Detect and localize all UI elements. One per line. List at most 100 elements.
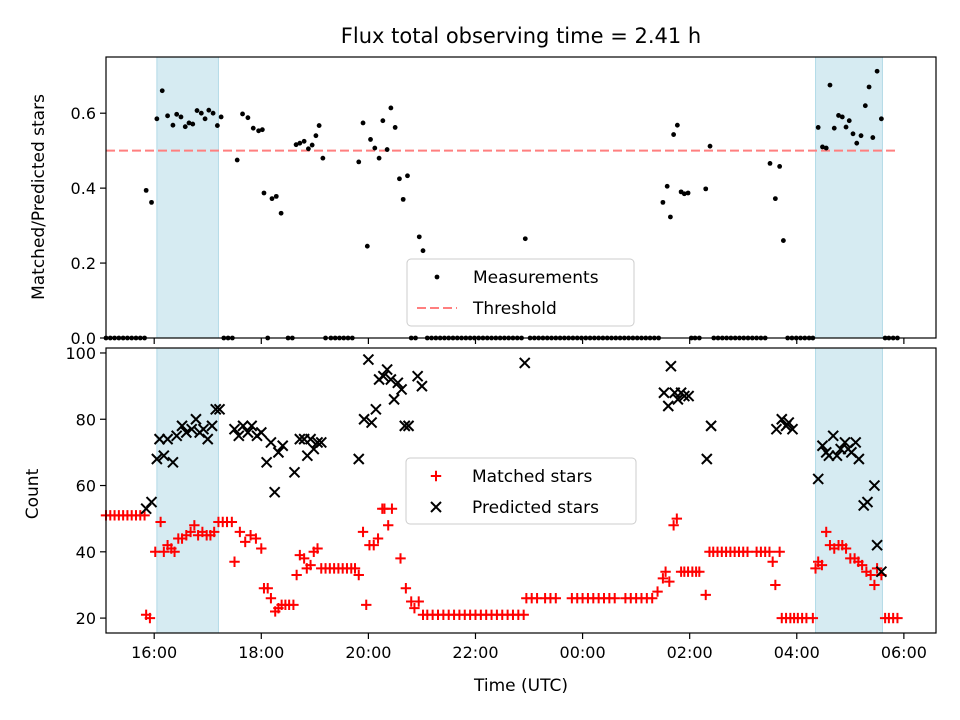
shaded-interval-1 bbox=[815, 56, 883, 339]
matched-star-point bbox=[189, 520, 200, 531]
predicted-star-point bbox=[839, 436, 851, 449]
matched-star-point bbox=[208, 526, 220, 538]
predicted-star-point bbox=[385, 373, 397, 386]
measurement-point bbox=[866, 84, 872, 90]
y-tick-label: 40 bbox=[76, 543, 96, 562]
legend-handle-0 bbox=[434, 274, 440, 280]
measurement-point bbox=[214, 123, 220, 128]
legend-label: Threshold bbox=[472, 299, 557, 319]
predicted-star-point bbox=[370, 403, 382, 416]
matched-star-point bbox=[409, 602, 420, 614]
measurement-point bbox=[660, 199, 666, 205]
measurement-point bbox=[316, 123, 322, 128]
matched-star-point bbox=[767, 556, 778, 567]
predicted-star-point bbox=[377, 370, 390, 382]
measurement-point bbox=[240, 111, 245, 117]
predicted-star-point bbox=[170, 430, 183, 442]
matched-star-point bbox=[240, 536, 251, 548]
measurement-point bbox=[159, 88, 165, 94]
x-axis-label: Time (UTC) bbox=[473, 676, 568, 696]
matched-star-point bbox=[770, 579, 781, 591]
predicted-star-point bbox=[682, 390, 695, 402]
predicted-star-point bbox=[311, 436, 324, 449]
measurement-point bbox=[843, 124, 849, 130]
predicted-star-point bbox=[185, 423, 198, 435]
y-tick-label: 0.2 bbox=[71, 254, 96, 273]
predicted-star-point bbox=[255, 426, 267, 439]
measurement-point bbox=[820, 144, 825, 150]
predicted-star-point bbox=[776, 413, 788, 425]
predicted-star-point bbox=[365, 416, 378, 429]
matched-star-point bbox=[660, 566, 671, 577]
legend-box bbox=[405, 457, 637, 525]
matched-star-point bbox=[169, 546, 180, 558]
x-tick-label: 04:00 bbox=[774, 643, 820, 662]
predicted-star-point bbox=[672, 393, 684, 406]
measurement-point bbox=[356, 159, 362, 165]
predicted-star-point bbox=[868, 479, 881, 492]
bottom-axes-frame bbox=[105, 347, 937, 634]
predicted-star-point bbox=[395, 383, 408, 396]
matched-star-point bbox=[226, 516, 238, 528]
predicted-star-point bbox=[701, 453, 713, 465]
predicted-star-point bbox=[678, 390, 691, 402]
matched-star-point bbox=[245, 530, 256, 541]
x-tick-label: 06:00 bbox=[881, 643, 927, 662]
predicted-star-point bbox=[228, 423, 241, 435]
x-tick-label: 00:00 bbox=[560, 643, 606, 662]
matched-star-point bbox=[158, 546, 170, 558]
measurement-point bbox=[234, 157, 240, 163]
matched-star-point bbox=[262, 583, 273, 594]
measurement-point bbox=[405, 173, 410, 179]
matched-star-point bbox=[856, 559, 868, 571]
measurement-point bbox=[174, 111, 180, 117]
predicted-star-point bbox=[812, 473, 824, 485]
measurement-point bbox=[780, 238, 786, 243]
measurement-point bbox=[372, 145, 378, 151]
predicted-star-point bbox=[161, 433, 174, 445]
legend-box bbox=[406, 258, 635, 327]
measurement-point bbox=[862, 103, 868, 109]
predicted-star-point bbox=[388, 393, 400, 406]
matched-star-point bbox=[185, 526, 196, 538]
matched-star-point bbox=[664, 576, 675, 587]
predicted-star-point bbox=[213, 403, 226, 416]
predicted-star-point bbox=[288, 466, 301, 478]
measurement-point bbox=[772, 196, 778, 202]
matched-star-point bbox=[774, 546, 785, 558]
predicted-star-point bbox=[294, 433, 306, 445]
predicted-star-point bbox=[242, 426, 254, 439]
matched-star-point bbox=[609, 593, 620, 604]
predicted-star-point bbox=[167, 456, 179, 469]
measurement-point bbox=[143, 187, 149, 193]
matched-star-point bbox=[807, 612, 819, 624]
measurement-point bbox=[250, 125, 256, 131]
measurement-point bbox=[190, 121, 196, 127]
x-tick-label: 16:00 bbox=[131, 643, 177, 662]
matched-star-point bbox=[646, 593, 658, 604]
measurement-point bbox=[384, 147, 390, 152]
measurement-point bbox=[368, 137, 373, 142]
matched-star-point bbox=[250, 533, 262, 544]
measurement-point bbox=[685, 190, 691, 196]
predicted-star-point bbox=[272, 446, 285, 459]
x-tick-label: 18:00 bbox=[238, 643, 284, 662]
predicted-star-point bbox=[233, 430, 245, 442]
measurement-point bbox=[149, 199, 154, 205]
matched-star-point bbox=[353, 569, 364, 581]
matched-star-point bbox=[400, 583, 412, 594]
measurement-point bbox=[301, 138, 307, 144]
predicted-star-point bbox=[658, 387, 670, 399]
measurement-point bbox=[182, 124, 188, 130]
predicted-star-point bbox=[861, 496, 874, 508]
y-tick-label: 80 bbox=[76, 410, 96, 429]
measurement-point bbox=[823, 145, 829, 151]
matched-star-point bbox=[700, 589, 711, 601]
matched-star-point bbox=[386, 503, 398, 514]
matched-star-point bbox=[139, 510, 150, 521]
measurement-point bbox=[397, 176, 402, 182]
predicted-star-point bbox=[411, 370, 424, 382]
measurement-point bbox=[360, 120, 366, 126]
measurement-point bbox=[376, 155, 382, 161]
